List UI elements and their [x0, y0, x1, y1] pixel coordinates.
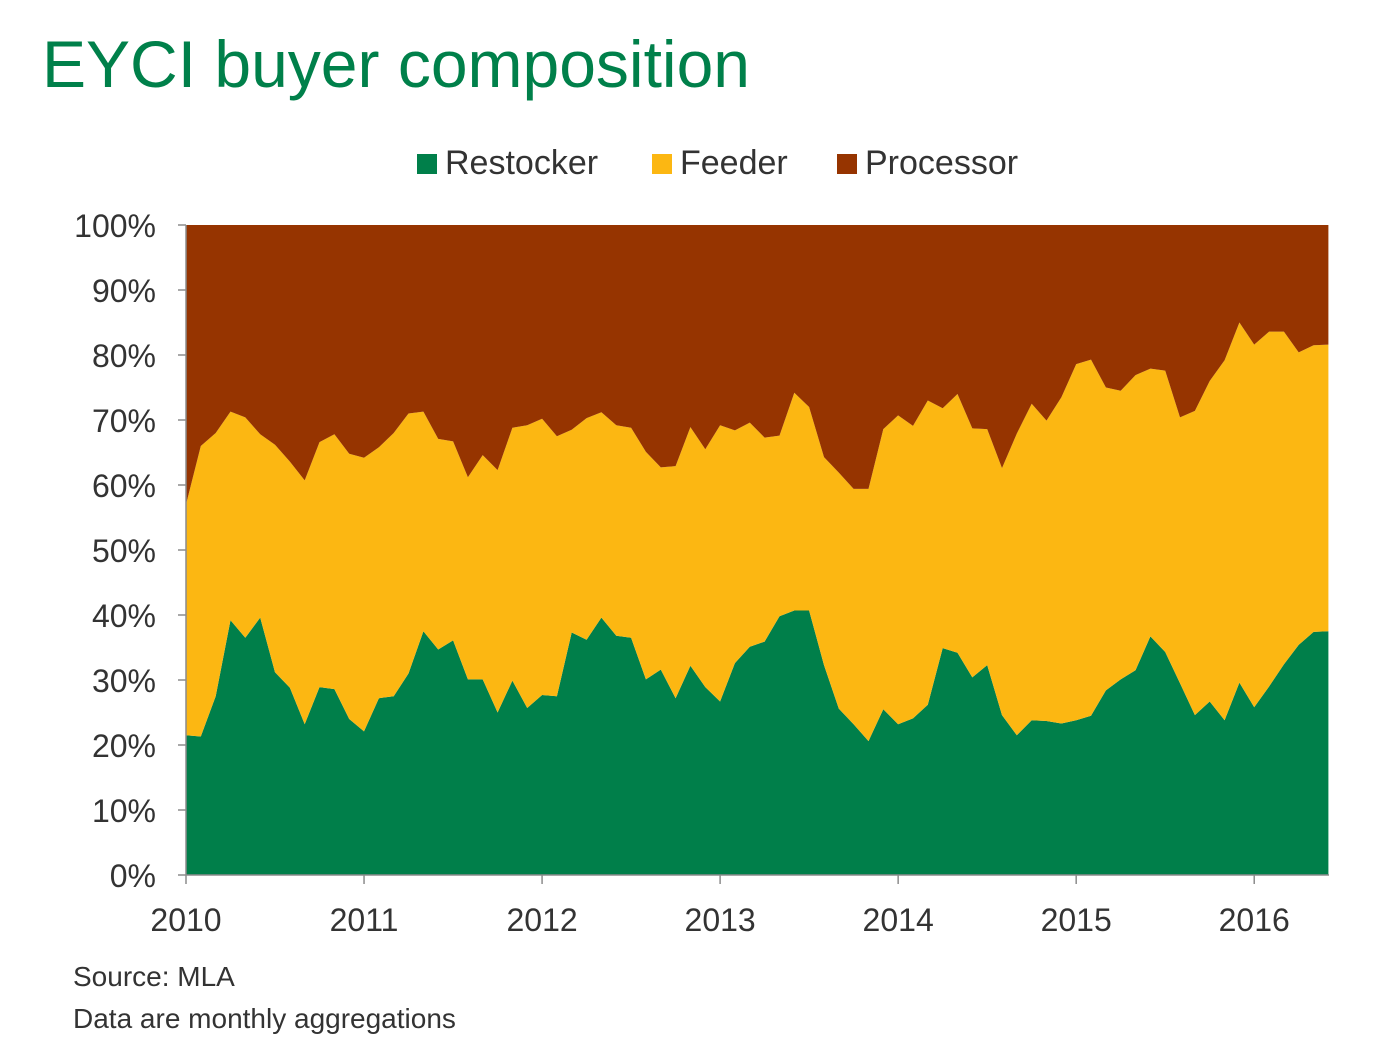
legend-item-restocker: Restocker [417, 144, 598, 183]
legend-label-processor: Processor [865, 144, 1019, 182]
legend-label-feeder: Feeder [680, 144, 788, 182]
legend-swatch-feeder [652, 153, 672, 174]
y-tick-label: 100% [74, 208, 156, 244]
area-series-restocker [186, 610, 1329, 875]
y-tick-label: 0% [110, 858, 156, 894]
page-title: EYCI buyer composition [42, 27, 750, 101]
y-tick-label: 30% [92, 663, 156, 699]
y-tick-label: 70% [92, 403, 156, 439]
chart-legend: Restocker Feeder Processor [0, 144, 1394, 188]
y-tick-label: 50% [92, 533, 156, 569]
legend-swatch-processor [837, 153, 857, 174]
data-note: Data are monthly aggregations [73, 1003, 456, 1034]
y-tick-label: 10% [92, 793, 156, 829]
x-tick-label: 2012 [506, 902, 577, 938]
area-series-feeder [186, 322, 1329, 742]
source-note: Source: MLA [73, 961, 235, 992]
legend-label-restocker: Restocker [445, 144, 599, 182]
area-series-processor [186, 225, 1329, 505]
x-tick-label: 2010 [150, 902, 221, 938]
x-tick-label: 2011 [330, 902, 399, 938]
x-tick-label: 2015 [1041, 902, 1112, 938]
y-tick-label: 90% [92, 273, 156, 309]
stacked-area-chart: 0% 10% 20% 30% 40% 50% 60% 70% 80% 90% 100% 2010 201… [74, 208, 1329, 938]
y-tick-label: 20% [92, 728, 156, 764]
x-tick-label: 2014 [863, 902, 934, 938]
x-tick-label: 2013 [685, 902, 756, 938]
y-tick-label: 60% [92, 468, 156, 504]
legend-swatch-restocker [417, 153, 437, 174]
y-tick-label: 40% [92, 598, 156, 634]
legend-item-processor: Processor [837, 144, 1018, 183]
x-tick-label: 2016 [1219, 902, 1290, 938]
legend-item-feeder: Feeder [652, 144, 788, 183]
y-tick-label: 80% [92, 338, 156, 374]
